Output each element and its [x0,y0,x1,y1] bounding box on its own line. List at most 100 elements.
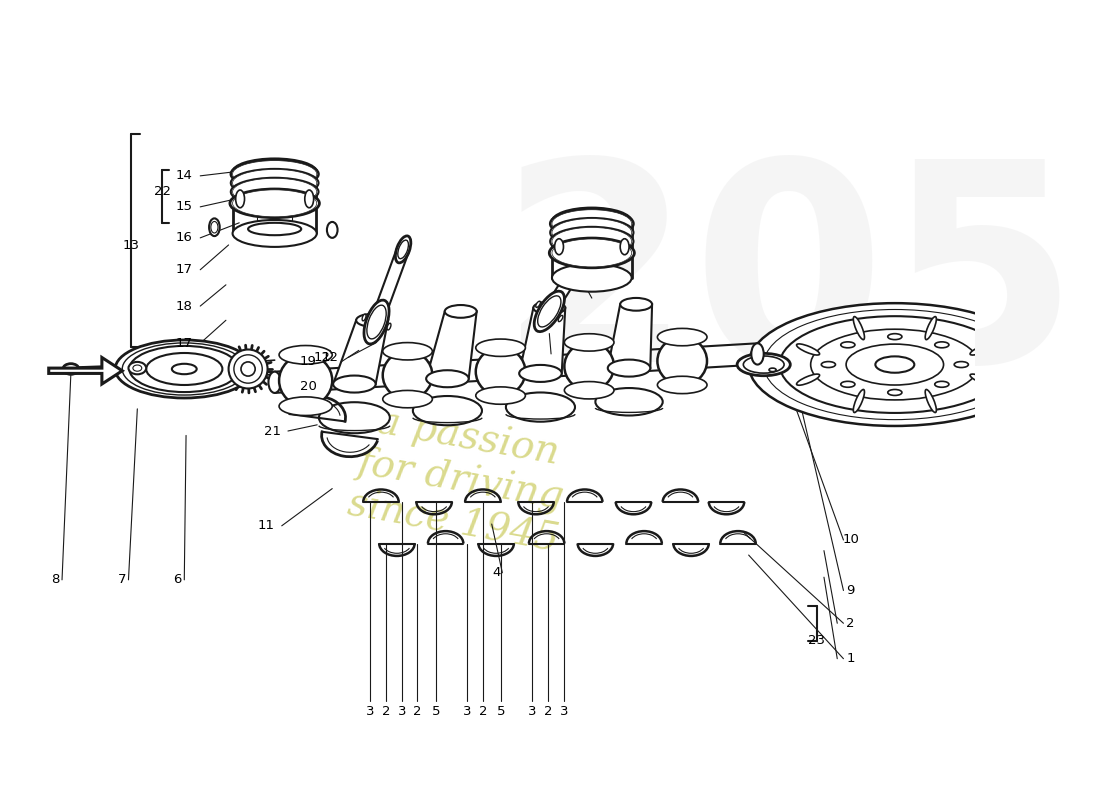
Ellipse shape [737,354,790,376]
Ellipse shape [564,382,614,399]
Ellipse shape [383,342,432,360]
Text: 22: 22 [154,186,170,198]
Ellipse shape [333,375,376,393]
Ellipse shape [362,314,366,321]
Text: 12: 12 [314,351,330,364]
Ellipse shape [232,178,317,206]
Ellipse shape [122,343,246,395]
Text: 205: 205 [498,150,1078,420]
Text: 2: 2 [478,706,487,718]
Ellipse shape [231,178,319,206]
Ellipse shape [327,222,338,238]
Ellipse shape [146,353,222,385]
Ellipse shape [935,382,949,387]
Ellipse shape [133,365,142,371]
Polygon shape [544,255,588,314]
Polygon shape [608,304,652,368]
Text: 8: 8 [51,574,59,586]
Ellipse shape [658,376,707,394]
Ellipse shape [550,218,634,247]
Ellipse shape [209,218,220,236]
Text: 2: 2 [412,706,421,718]
Ellipse shape [595,388,662,415]
Ellipse shape [172,364,197,374]
Ellipse shape [116,340,253,398]
Ellipse shape [846,344,944,385]
Text: 11: 11 [257,519,274,532]
Text: 6: 6 [173,574,182,586]
Text: 9: 9 [846,584,855,597]
Ellipse shape [888,390,902,395]
Ellipse shape [535,291,564,332]
Circle shape [229,350,267,389]
Ellipse shape [840,382,855,387]
Polygon shape [333,320,388,384]
Text: 12: 12 [321,351,338,364]
Ellipse shape [383,390,432,408]
Ellipse shape [519,365,562,382]
Ellipse shape [558,315,563,322]
Ellipse shape [63,364,79,374]
Circle shape [234,355,262,383]
Ellipse shape [129,362,146,374]
Polygon shape [519,308,565,374]
Text: 5: 5 [497,706,506,718]
Ellipse shape [534,302,565,314]
Text: 7: 7 [118,574,127,586]
Ellipse shape [279,397,332,415]
Text: 16: 16 [176,231,192,244]
Ellipse shape [383,351,432,399]
Ellipse shape [769,368,777,372]
Ellipse shape [854,317,865,340]
Ellipse shape [279,346,332,364]
Text: 3: 3 [463,706,471,718]
Ellipse shape [854,390,865,413]
Ellipse shape [538,296,561,327]
Text: 3: 3 [366,706,375,718]
Ellipse shape [780,316,1010,413]
Text: 20: 20 [300,380,317,394]
Ellipse shape [231,169,319,197]
Ellipse shape [444,305,476,318]
Ellipse shape [550,209,634,238]
Ellipse shape [576,250,590,267]
Ellipse shape [412,396,482,426]
Text: 2: 2 [544,706,552,718]
Ellipse shape [552,218,631,246]
Text: 13: 13 [565,254,583,267]
Text: 23: 23 [808,634,825,647]
Ellipse shape [130,346,239,392]
Text: 5: 5 [431,706,440,718]
Ellipse shape [549,238,635,268]
Ellipse shape [232,159,317,186]
Polygon shape [371,247,409,324]
Ellipse shape [552,239,631,267]
Ellipse shape [506,393,575,422]
Ellipse shape [751,343,763,365]
Ellipse shape [232,161,317,187]
Ellipse shape [476,348,526,395]
Ellipse shape [608,359,650,377]
Text: 18: 18 [176,299,192,313]
Ellipse shape [970,344,993,355]
Ellipse shape [364,300,389,344]
Ellipse shape [211,222,218,233]
Ellipse shape [796,344,820,355]
Text: 3: 3 [560,706,569,718]
Ellipse shape [620,238,629,254]
Ellipse shape [935,342,949,348]
Ellipse shape [564,334,614,351]
Ellipse shape [811,330,979,400]
Ellipse shape [574,246,592,270]
Text: 2: 2 [846,617,855,630]
Text: 21: 21 [264,425,282,438]
Text: 17: 17 [176,337,192,350]
Text: 19: 19 [300,355,317,369]
Ellipse shape [925,390,936,413]
Ellipse shape [232,170,317,197]
Ellipse shape [550,227,634,256]
Text: 14: 14 [176,170,192,182]
Text: 3: 3 [398,706,407,718]
Text: 10: 10 [843,534,859,546]
Ellipse shape [279,355,332,406]
